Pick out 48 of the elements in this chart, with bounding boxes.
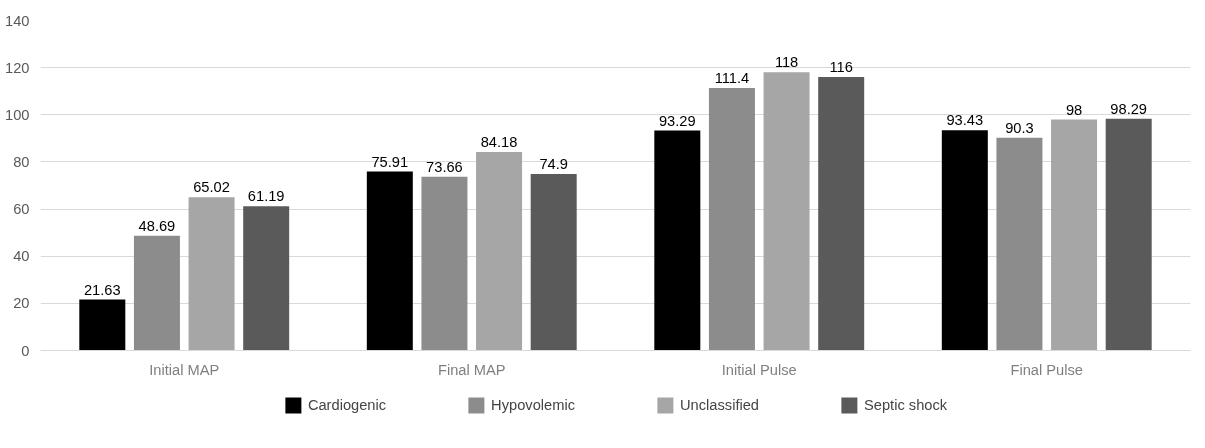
data-label: 73.66 <box>426 158 463 175</box>
data-label: 93.43 <box>946 112 984 129</box>
data-label: 21.63 <box>83 281 121 298</box>
bar <box>996 137 1043 351</box>
x-tick-label: Final MAP <box>437 361 506 378</box>
bar <box>1051 119 1098 351</box>
legend-label: Unclassified <box>680 397 760 413</box>
legend-label: Cardiogenic <box>307 397 387 413</box>
data-label: 116 <box>829 59 853 76</box>
y-tick-label: 0 <box>21 342 30 359</box>
x-tick-label: Initial Pulse <box>721 361 797 378</box>
bar <box>188 197 235 351</box>
data-label: 61.19 <box>247 188 285 205</box>
y-tick-label: 100 <box>5 106 30 123</box>
data-label: 118 <box>774 54 799 71</box>
bar <box>366 171 413 351</box>
data-label: 98.29 <box>1110 100 1148 117</box>
y-tick-label: 60 <box>13 201 30 218</box>
y-tick-label: 120 <box>5 59 30 76</box>
y-tick-label: 40 <box>13 248 30 265</box>
bar <box>530 173 577 351</box>
data-label: 111.4 <box>714 69 750 86</box>
data-label: 75.91 <box>371 153 409 170</box>
legend-label: Septic shock <box>864 397 948 413</box>
bar <box>421 176 468 351</box>
bar <box>1105 118 1152 351</box>
bar <box>79 299 126 351</box>
bar <box>476 152 523 351</box>
bar <box>654 130 701 351</box>
bar <box>708 87 755 351</box>
bar <box>763 72 810 351</box>
bar <box>133 235 180 351</box>
x-tick-label: Final Pulse <box>1010 361 1084 378</box>
y-tick-label: 20 <box>13 295 30 312</box>
data-label: 90.3 <box>1005 119 1034 136</box>
data-label: 93.29 <box>658 112 696 129</box>
y-tick-label: 80 <box>13 153 30 170</box>
bar <box>818 77 865 351</box>
bar <box>243 206 290 351</box>
data-label: 48.69 <box>138 217 176 234</box>
data-label: 74.9 <box>539 155 568 172</box>
data-label: 98 <box>1065 101 1083 118</box>
data-label: 65.02 <box>193 179 230 196</box>
bar <box>941 130 988 351</box>
data-label: 84.18 <box>480 134 518 151</box>
y-tick-label: 140 <box>5 12 30 29</box>
x-tick-label: Initial MAP <box>149 361 220 378</box>
legend-label: Hypovolemic <box>491 397 576 413</box>
